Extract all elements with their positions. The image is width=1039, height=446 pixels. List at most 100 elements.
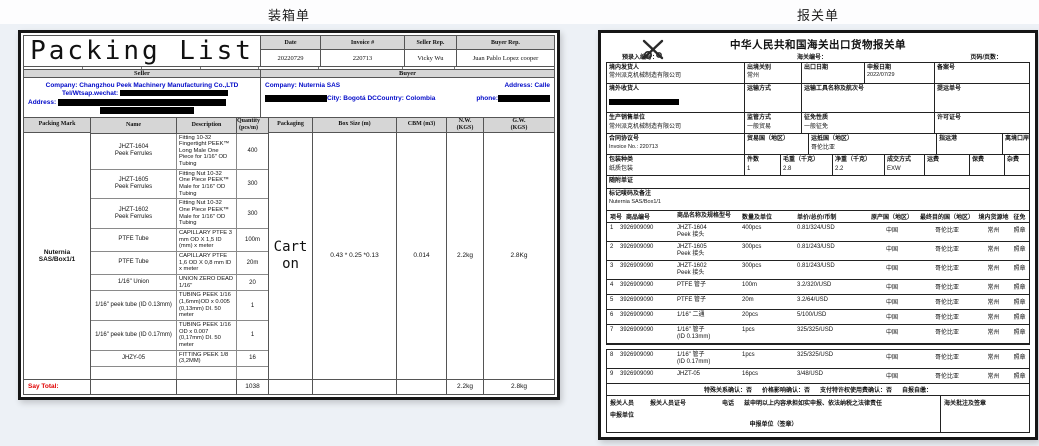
document-heading: Packing List bbox=[24, 36, 261, 66]
items-header-row: 项号 商品编号 商品名称及规格型号 数量及单位 单价/总价/币制 原产国（地区）… bbox=[607, 211, 1029, 224]
redaction-bar bbox=[498, 94, 550, 102]
total-label: Say Total: bbox=[24, 379, 91, 394]
box-size-column: Box Size (m) 0.43 * 0.25 *0.13 bbox=[313, 117, 397, 379]
box-size-value: 0.43 * 0.25 *0.13 bbox=[330, 252, 379, 260]
producer-label: 生产销售单位 bbox=[609, 115, 646, 122]
item-code: 3926909090 bbox=[620, 296, 654, 303]
item-quantity: 300pcs bbox=[742, 243, 762, 250]
item-no: 9 bbox=[610, 370, 614, 377]
confirmations-row: 特殊关系确认：否 价格影响确认：否 支付特许权使用费确认：否 自报自缴： bbox=[607, 384, 1029, 396]
item-source: 常州 bbox=[987, 246, 1000, 253]
marks-value: Nuternia SAS/Box1/1 bbox=[609, 198, 661, 205]
freight-label: 运费 bbox=[927, 157, 940, 164]
item-quantity: 400 bbox=[247, 148, 258, 155]
item-destination: 哥伦比亚 bbox=[934, 354, 959, 361]
item-price: 325/325/USD bbox=[797, 351, 834, 358]
declaration-form-title: 中华人民共和国海关出口货物报关单 bbox=[730, 39, 906, 51]
item-no-code: 6 3926909090 bbox=[607, 312, 677, 318]
marks-cell: 标记唛码及备注 Nuternia SAS/Box1/1 bbox=[607, 189, 1029, 210]
item-tax: 照章 bbox=[1013, 299, 1026, 306]
item-no: 2 bbox=[610, 243, 614, 250]
item-description: CAPILLARY PTFE 3 mm OD X 1,5 ID (mm) x m… bbox=[177, 229, 237, 252]
item-tax: 照章 bbox=[1013, 284, 1026, 291]
item-origin: 中国 bbox=[885, 284, 898, 291]
buyer-info: Company: Nuternia SAS Address: Calle Cit… bbox=[261, 78, 554, 116]
packing-type-value: 纸质包装 bbox=[609, 165, 634, 172]
gross-weight-value: 2.8 bbox=[783, 165, 792, 172]
declare-unit-seal-label: 申报单位（签章） bbox=[749, 422, 798, 428]
item-tax: 照章 bbox=[1013, 265, 1026, 272]
buyer-address-label: Address: bbox=[504, 81, 533, 89]
seller-company-line: Company: Changzhou Peek Machinery Manufa… bbox=[28, 82, 256, 89]
item-name: 1/16" 二通 bbox=[677, 311, 705, 318]
item-name: JHZT-05 bbox=[677, 370, 701, 377]
record-no-cell: 备案号 bbox=[935, 63, 1029, 83]
contract-cell: 合同协议号 Invoice No.: 220713 bbox=[607, 134, 745, 155]
producer-value: 常州派克机械制造有限公司 bbox=[609, 123, 682, 130]
buyer-rep-value: Juan Pablo Lopez cooper bbox=[472, 54, 539, 62]
declaration-footer: 报关人员 报关人员证号 电话 兹申明以上内容承担如实申报、依法纳税之法律责任 申… bbox=[607, 396, 1029, 432]
exemption-nature-value: 一般征免 bbox=[804, 123, 829, 130]
parties-info: Company: Changzhou Peek Machinery Manufa… bbox=[23, 78, 555, 118]
gross-weight-label: 毛重（千克） bbox=[783, 157, 820, 164]
packing-list-title: 装箱单 bbox=[267, 8, 310, 23]
item-no-header: 项号 bbox=[610, 215, 623, 222]
item-destination: 哥伦比亚 bbox=[934, 265, 959, 272]
cbm-column: CBM (m3) 0.014 bbox=[397, 117, 447, 379]
item-code: 3926909090 bbox=[620, 281, 654, 288]
item-quantity: 1pcs bbox=[742, 326, 755, 333]
cbm-value: 0.014 bbox=[413, 252, 430, 260]
item-no: 6 bbox=[610, 311, 614, 318]
form-row-consignor: 境内发货人 常州派克机械制造有限公司 出境关别 常州 出口日期 申报日期 202… bbox=[607, 63, 1029, 84]
arrival-country-cell: 运抵国（地区） 哥伦比亚 bbox=[809, 134, 937, 155]
attached-docs-label: 随附单证 bbox=[609, 178, 634, 185]
item-quantity: 20m bbox=[742, 296, 754, 303]
quantity-header: Quantity (pcs/m) bbox=[237, 117, 261, 133]
item-name: 1/16" Union bbox=[91, 274, 177, 291]
arrival-country-label: 运抵国（地区） bbox=[811, 136, 854, 143]
item-no-code: 8 3926909090 bbox=[607, 352, 677, 358]
date-value: 20220729 bbox=[277, 54, 304, 62]
declaration-form: 境内发货人 常州派克机械制造有限公司 出境关别 常州 出口日期 申报日期 202… bbox=[606, 62, 1030, 346]
freight-cell: 运费 bbox=[925, 155, 970, 176]
transport-tool-cell: 运输工具名称及航次号 bbox=[802, 84, 935, 113]
item-no: 3 bbox=[610, 262, 614, 269]
seller-rep-value: Vicky Wu bbox=[417, 54, 444, 62]
table-row: 1/16" peek tube (ID 0.13mm) TUBING PEEK … bbox=[91, 291, 268, 321]
packaging-header: Packaging bbox=[269, 117, 312, 133]
item-source: 常州 bbox=[987, 314, 1000, 321]
pieces-label: 件数 bbox=[747, 157, 760, 164]
item-price-header: 单价/总价/币制 bbox=[797, 215, 837, 222]
item-quantity: 20pcs bbox=[742, 311, 759, 318]
declaration-item-row: 4 3926909090 PTFE 管子 100m 3.2/320/USD 中国… bbox=[607, 280, 1029, 296]
footer-left-cell: 报关人员 报关人员证号 电话 兹申明以上内容承担如实申报、依法纳税之法律责任 申… bbox=[607, 396, 941, 432]
item-tax: 照章 bbox=[1013, 354, 1026, 361]
consignee-cell: 境外收货人 bbox=[607, 84, 745, 113]
exemption-nature-cell: 征免性质 一般征免 bbox=[802, 113, 935, 134]
item-code: 3926909090 bbox=[620, 262, 654, 269]
seller-rep-header: Seller Rep. bbox=[405, 36, 456, 50]
terms-label: 成交方式 bbox=[887, 157, 912, 164]
item-origin: 中国 bbox=[885, 299, 898, 306]
item-tax: 照章 bbox=[1013, 329, 1026, 336]
customs-note-label: 海关批注及签章 bbox=[944, 401, 987, 407]
item-destination: 哥伦比亚 bbox=[934, 329, 959, 336]
item-name-header: 商品名称及规格型号 bbox=[677, 213, 732, 220]
item-description: Fitting Nut 10-32 One Piece PEEK™ Male f… bbox=[177, 169, 237, 199]
table-row: PTFE Tube CAPILLARY PTFE 1,6 OD X 0,8 mm… bbox=[91, 252, 268, 275]
phone-label: 电话 bbox=[722, 401, 735, 407]
item-name: PTFE 管子 bbox=[677, 281, 707, 288]
item-destination: 哥伦比亚 bbox=[934, 227, 959, 234]
license-no-label: 许可证号 bbox=[937, 115, 962, 122]
item-quantity: 1 bbox=[250, 332, 255, 339]
seller-info: Company: Changzhou Peek Machinery Manufa… bbox=[24, 78, 261, 117]
form-row-packing: 包装种类 纸质包装 件数 1 毛重（千克） 2.8 净重（千克） 2.2 成交方… bbox=[607, 155, 1029, 177]
seller-address-line-2 bbox=[28, 107, 256, 115]
marks-label: 标记唛码及备注 bbox=[609, 191, 652, 198]
net-weight-header: N.W. (KGS) bbox=[447, 117, 483, 133]
trade-country-label: 贸易国（地区） bbox=[747, 136, 790, 143]
declare-date-value: 2022/07/29 bbox=[867, 72, 895, 79]
item-quantity: 100m bbox=[742, 281, 758, 288]
misc-fee-cell: 杂费 bbox=[1005, 155, 1029, 175]
packaging-value: Carton bbox=[273, 238, 308, 272]
